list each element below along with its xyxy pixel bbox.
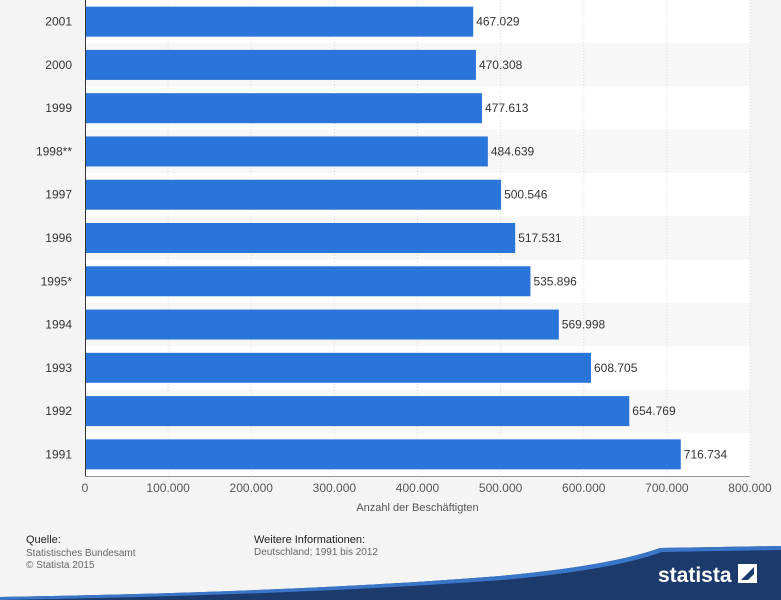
category-label: 1997 xyxy=(45,188,72,202)
bar[interactable] xyxy=(85,439,681,470)
data-label: 517.531 xyxy=(518,231,562,245)
category-labels: 2001 2000 1999 1998** 1997 1996 1995* 1994 1993 1… xyxy=(36,15,72,462)
bar[interactable] xyxy=(85,223,516,253)
category-label: 1994 xyxy=(45,318,72,332)
x-tick-labels: 0 100.000 200.000 300.000 400.000 500.000 600.… xyxy=(82,481,772,495)
category-label: 1992 xyxy=(45,404,72,418)
brand-wordmark: statista xyxy=(658,564,732,587)
category-label: 1999 xyxy=(45,101,72,115)
statista-logo-icon xyxy=(738,564,757,583)
data-label: 535.896 xyxy=(533,274,577,288)
data-label: 500.546 xyxy=(504,188,548,202)
category-label: 1991 xyxy=(45,447,72,461)
bar[interactable] xyxy=(85,396,630,427)
data-label: 477.613 xyxy=(485,101,529,115)
copyright: © Statista 2015 xyxy=(26,560,95,571)
bars xyxy=(85,6,681,470)
data-label: 654.769 xyxy=(632,404,676,418)
bar[interactable] xyxy=(85,93,483,124)
category-label: 1993 xyxy=(45,361,72,375)
x-tick-label: 600.000 xyxy=(562,481,606,495)
bar[interactable] xyxy=(85,352,591,383)
x-tick-label: 400.000 xyxy=(396,481,440,495)
bar[interactable] xyxy=(85,309,559,340)
x-tick-label: 700.000 xyxy=(645,481,689,495)
bar-chart: 2001 2000 1999 1998** 1997 1996 1995* 1994 1993 1… xyxy=(36,0,772,514)
source-name: Statistisches Bundesamt xyxy=(26,548,136,559)
data-label: 470.308 xyxy=(479,58,523,72)
category-label: 1998** xyxy=(36,144,72,158)
category-label: 2000 xyxy=(45,58,72,72)
info-heading: Weitere Informationen: xyxy=(254,534,366,546)
category-label: 1996 xyxy=(45,231,72,245)
bar[interactable] xyxy=(85,266,531,297)
bar[interactable] xyxy=(85,179,502,210)
footer: Quelle: Statistisches Bundesamt © Statis… xyxy=(0,528,781,600)
x-tick-label: 300.000 xyxy=(313,481,357,495)
x-tick-label: 200.000 xyxy=(230,481,274,495)
x-tick-label: 800.000 xyxy=(728,481,772,495)
statista-banner: statista xyxy=(0,546,781,600)
x-tick-label: 100.000 xyxy=(146,481,190,495)
x-tick-label: 0 xyxy=(82,481,89,495)
data-label: 716.734 xyxy=(684,447,728,461)
category-label: 1995* xyxy=(41,274,73,288)
x-axis-title: Anzahl der Beschäftigten xyxy=(356,502,478,514)
data-label: 569.998 xyxy=(562,318,606,332)
data-label: 608.705 xyxy=(594,361,638,375)
category-label: 2001 xyxy=(45,15,72,29)
bar[interactable] xyxy=(85,49,476,80)
bar[interactable] xyxy=(85,136,488,167)
info-text: Deutschland; 1991 bis 2012 xyxy=(254,547,378,558)
data-label: 467.029 xyxy=(476,15,520,29)
data-labels: 467.029 470.308 477.613 484.639 500.546 517.5… xyxy=(476,15,727,462)
x-tick-label: 500.000 xyxy=(479,481,523,495)
data-label: 484.639 xyxy=(491,144,535,158)
source-heading: Quelle: xyxy=(26,534,61,546)
bar[interactable] xyxy=(85,6,474,37)
